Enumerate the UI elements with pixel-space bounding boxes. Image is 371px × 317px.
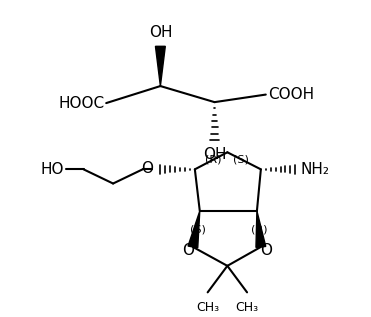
Text: HOOC: HOOC [58, 96, 104, 111]
Text: O: O [260, 243, 272, 258]
Polygon shape [256, 211, 266, 248]
Text: OH: OH [149, 25, 172, 40]
Polygon shape [188, 211, 200, 248]
Text: CH₃: CH₃ [196, 301, 219, 314]
Text: O: O [141, 161, 154, 176]
Text: (S): (S) [190, 224, 206, 234]
Text: (R): (R) [205, 155, 221, 165]
Text: CH₃: CH₃ [236, 301, 259, 314]
Text: NH₂: NH₂ [300, 162, 329, 177]
Text: O: O [182, 243, 194, 258]
Text: COOH: COOH [268, 87, 314, 102]
Text: (R): (R) [251, 224, 267, 234]
Polygon shape [155, 46, 165, 86]
Text: HO: HO [40, 162, 64, 177]
Text: OH: OH [203, 147, 226, 162]
Text: (S): (S) [233, 155, 249, 165]
